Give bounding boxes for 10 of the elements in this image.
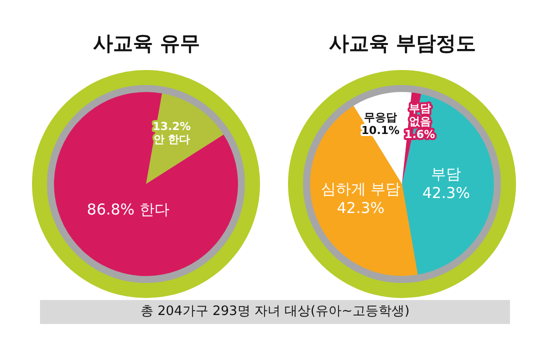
slice-label: 안 한다 (153, 132, 190, 146)
data-label: 42.3% (422, 184, 470, 202)
slice-label: 부담 (431, 165, 462, 184)
slice-label: 86.8% 한다 (86, 200, 170, 219)
chart-title: 사교육 부담정도 (328, 30, 477, 57)
text: 총 204가구 293명 자녀 대상(유아~고등학생) (40, 300, 510, 324)
chart-title: 사교육 유무 (92, 30, 201, 57)
slice-label: 심하게 부담 (320, 180, 401, 198)
slice-label: 무응답 (364, 111, 397, 124)
data-label: 42.3% (336, 199, 385, 218)
